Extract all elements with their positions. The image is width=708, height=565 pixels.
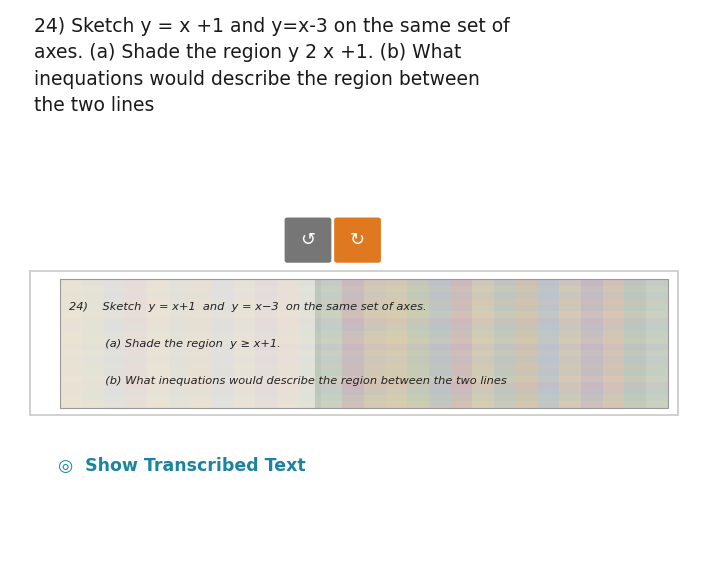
Bar [60, 318, 668, 324]
Bar [407, 279, 429, 408]
Bar [234, 279, 256, 408]
Bar [472, 279, 494, 408]
Bar [60, 305, 668, 311]
Bar [60, 324, 668, 331]
Bar [342, 279, 364, 408]
Bar [364, 279, 386, 408]
FancyBboxPatch shape [334, 218, 381, 263]
Bar [60, 279, 668, 408]
Bar [30, 271, 678, 415]
Text: ↻: ↻ [350, 231, 365, 249]
Bar [60, 402, 668, 408]
Bar [60, 279, 315, 408]
Bar [212, 279, 234, 408]
Bar [60, 357, 668, 363]
Bar [581, 279, 603, 408]
Bar [147, 279, 169, 408]
Bar [559, 279, 581, 408]
Bar [256, 279, 277, 408]
Bar [82, 279, 103, 408]
Text: 24) Sketch y = x +1 and y=x-3 on the same set of
axes. (a) Shade the region y 2 : 24) Sketch y = x +1 and y=x-3 on the sam… [34, 17, 510, 115]
Bar [277, 279, 299, 408]
Text: 24)    Sketch  y = x+1  and  y = x−3  on the same set of axes.: 24) Sketch y = x+1 and y = x−3 on the sa… [69, 302, 426, 312]
Bar [321, 279, 342, 408]
Bar [646, 279, 668, 408]
Bar [60, 298, 668, 305]
Bar [60, 389, 668, 395]
Bar [60, 376, 668, 382]
Bar [125, 279, 147, 408]
Bar [60, 331, 668, 337]
Bar [103, 279, 125, 408]
Text: ↺: ↺ [300, 231, 316, 249]
Bar [494, 279, 515, 408]
Bar [537, 279, 559, 408]
Bar [60, 292, 668, 298]
Bar [190, 279, 212, 408]
Bar [386, 279, 407, 408]
Bar [451, 279, 472, 408]
Bar [60, 337, 668, 344]
Bar [429, 279, 451, 408]
Bar [60, 370, 668, 376]
Text: (a) Shade the region  y ≥ x+1.: (a) Shade the region y ≥ x+1. [69, 339, 280, 349]
Bar [624, 279, 646, 408]
Bar [60, 382, 668, 389]
Bar [169, 279, 190, 408]
Text: ◎  Show Transcribed Text: ◎ Show Transcribed Text [58, 457, 306, 475]
Bar [60, 285, 668, 292]
Bar [60, 279, 82, 408]
Bar [60, 350, 668, 357]
Bar [515, 279, 537, 408]
FancyBboxPatch shape [285, 218, 331, 263]
Bar [299, 279, 321, 408]
Bar [603, 279, 624, 408]
Bar [60, 311, 668, 318]
Text: (b) What inequations would describe the region between the two lines: (b) What inequations would describe the … [69, 376, 506, 386]
Bar [60, 344, 668, 350]
Bar [60, 363, 668, 370]
Bar [60, 395, 668, 402]
Bar [60, 279, 668, 408]
Bar [60, 279, 668, 285]
